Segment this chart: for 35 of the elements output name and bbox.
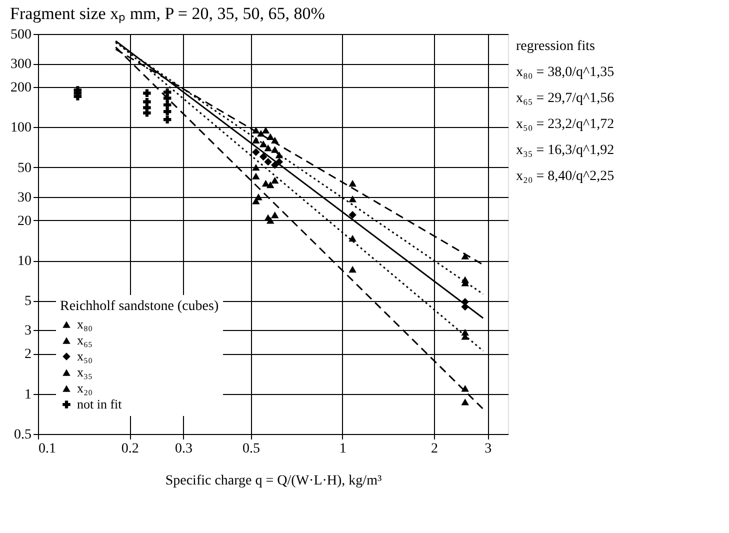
x-tick-label: 1	[339, 442, 346, 456]
y-tick-label: 100	[10, 120, 32, 136]
legend-label: x₆₅	[77, 332, 93, 348]
y-tick-label: 2	[24, 347, 32, 362]
y-tick-label: 1	[24, 387, 32, 402]
x-axis-title: Specific charge q = Q/(W·L·H), kg/m³	[165, 474, 382, 488]
y-tick-label: 3	[24, 324, 32, 339]
y-tick-label: 200	[10, 80, 32, 96]
x-tick-label: 0.1	[38, 442, 56, 456]
text: x₅₀ = 23,2/q^1,72	[516, 117, 614, 132]
legend-label: x₃₅	[77, 364, 93, 380]
legend-label: x₈₀	[77, 316, 93, 332]
text: regression fits	[516, 39, 595, 54]
text: x₃₅ = 16,3/q^1,92	[516, 143, 614, 158]
legend-label: not in fit	[77, 396, 122, 412]
text: x₈₀ = 38,0/q^1,35	[516, 65, 614, 80]
y-tick-label: 50	[18, 160, 32, 176]
text: x₂₀ = 8,40/q^2,25	[516, 169, 614, 184]
y-tick-label: 10	[18, 254, 32, 270]
x-tick-label: 2	[431, 442, 438, 456]
chart-title: Fragment size xₚ mm, P = 20, 35, 50, 65, 80%	[10, 4, 325, 24]
x-tick-label: 0.2	[121, 442, 139, 456]
x-tick-label: 0.3	[174, 442, 192, 456]
y-tick-label: 5	[24, 294, 32, 310]
y-tick-label: 500	[10, 28, 32, 42]
y-tick-label: 300	[10, 57, 32, 72]
x-tick-label: 0.5	[242, 442, 260, 456]
x-tick-label: 3	[484, 442, 492, 456]
y-tick-label: 20	[18, 214, 32, 229]
legend-label: x₂₀	[77, 380, 93, 396]
y-tick-label: 30	[18, 190, 32, 206]
text: x₆₅ = 29,7/q^1,56	[516, 91, 614, 106]
y-tick-label: 0.5	[14, 428, 32, 442]
legend-title: Reichholf sandstone (cubes)	[60, 299, 219, 314]
legend-label: x₅₀	[77, 348, 93, 364]
